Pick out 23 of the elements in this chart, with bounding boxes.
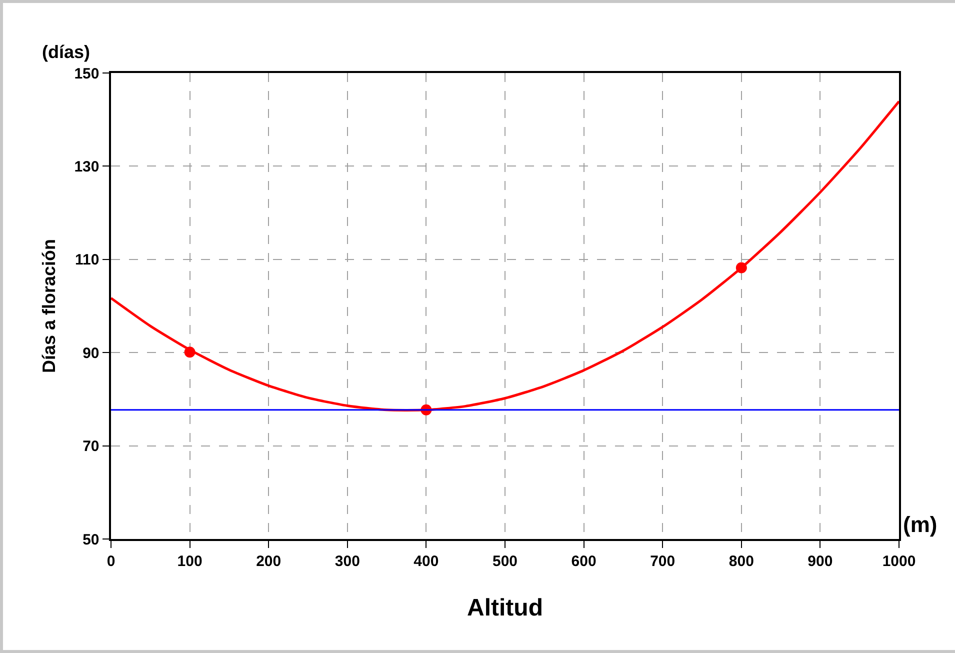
x-tick-label: 800	[728, 552, 754, 570]
y-tick-label: 130	[74, 158, 100, 176]
x-tick-label: 900	[808, 552, 833, 570]
point	[736, 262, 747, 274]
x-tick-label: 600	[571, 552, 596, 570]
x-tick-label: 500	[492, 552, 518, 570]
point	[184, 346, 196, 358]
text: (días)	[42, 42, 90, 62]
y-tick-label: 150	[74, 65, 100, 82]
x-tick-label: 1000	[882, 552, 916, 570]
y-tick-label: 70	[82, 438, 100, 456]
x-tick-label: 300	[334, 552, 360, 570]
y-tick-label: 50	[82, 531, 100, 548]
text: (m)	[903, 512, 938, 537]
x-tick-label: 400	[414, 552, 439, 570]
x-axis-title: Altitud	[467, 594, 543, 622]
x-tick-label: 100	[177, 552, 202, 570]
y-tick-label: 90	[82, 344, 100, 362]
y-tick-label: 110	[75, 252, 100, 269]
x-tick-label: 200	[256, 552, 282, 570]
x-tick-label: 0	[106, 552, 116, 570]
y-axis-title: Días a floración	[38, 238, 59, 374]
x-tick-label: 700	[650, 552, 676, 570]
